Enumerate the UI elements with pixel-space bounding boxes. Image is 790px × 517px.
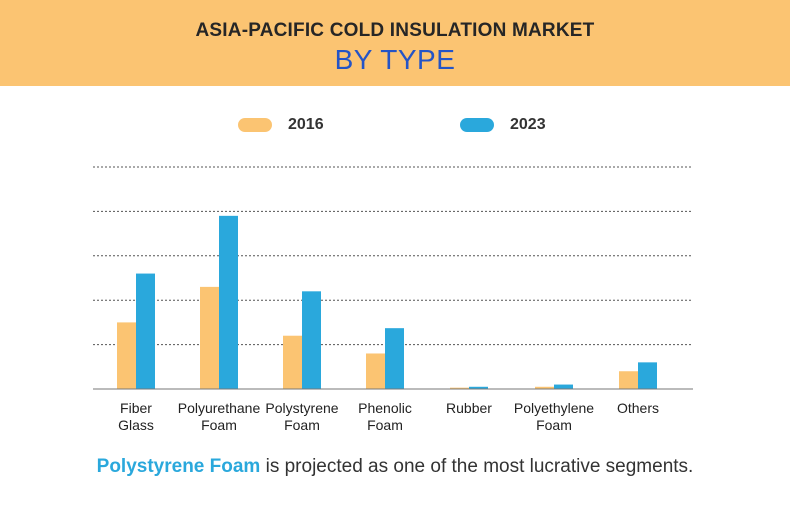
x-tick-label: Rubber [446,400,492,416]
bar-chart: FiberGlassPolyurethaneFoamPolystyreneFoa… [93,166,693,433]
x-tick-label: Foam [536,417,572,433]
footer-note: Polystyrene Foam is projected as one of … [0,456,790,478]
legend-item-2016: 2016 [238,115,324,135]
legend-label-2016: 2016 [288,116,324,133]
bar-2023 [469,386,488,389]
legend-label-2023: 2023 [510,116,546,133]
legend-swatch-2016 [238,118,272,132]
x-tick-label: Others [617,400,659,416]
x-tick-label: Foam [201,417,237,433]
bar-2016 [200,286,219,389]
legend-item-2023: 2023 [460,115,546,135]
legend-swatch-2023 [460,118,494,132]
footer-highlight: Polystyrene Foam [96,456,261,477]
x-tick-label: Polystyrene [265,400,338,416]
bar-2016 [283,335,302,389]
bar-2016 [366,353,385,389]
x-tick-label: Foam [367,417,403,433]
x-tick-label: Polyethylene [514,400,594,416]
footer-text: is projected as one of the most lucrativ… [260,456,694,477]
bar-2023 [385,328,404,389]
x-tick-label: Foam [284,417,320,433]
x-tick-label: Phenolic [358,400,412,416]
bar-2016 [619,371,638,389]
bar-2023 [136,273,155,389]
x-tick-label: Glass [118,417,154,433]
bar-2023 [554,384,573,389]
bar-2023 [638,362,657,389]
chart-title: ASIA-PACIFIC COLD INSULATION MARKET [195,20,595,41]
bar-2016 [450,387,469,389]
x-tick-label: Fiber [120,400,152,416]
bar-2016 [117,322,136,389]
bar-2023 [302,291,321,389]
chart-subtitle: BY TYPE [334,44,456,75]
bar-2023 [219,215,238,389]
x-tick-label: Polyurethane [178,400,261,416]
header-banner: ASIA-PACIFIC COLD INSULATION MARKET BY T… [0,0,790,86]
bar-2016 [535,386,554,389]
